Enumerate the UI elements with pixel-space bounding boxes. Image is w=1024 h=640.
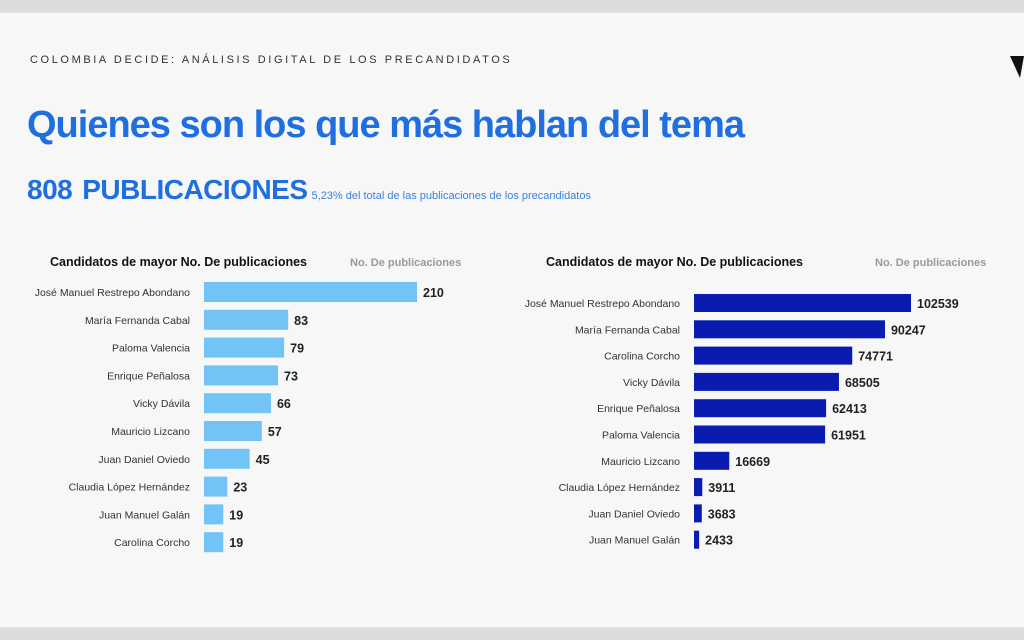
data-label: 19 [229,536,243,550]
category-label: Juan Daniel Oviedo [588,508,680,520]
bar [204,337,285,358]
data-label: 62413 [832,402,867,416]
category-label: Claudia López Hernández [559,482,680,494]
data-label: 57 [268,425,282,439]
data-label: 68505 [845,376,880,390]
category-label: Vicky Dávila [133,398,190,410]
category-label: Mauricio Lizcano [601,456,680,468]
page-title: Quienes son los que más hablan del tema [27,104,745,146]
data-label: 3683 [708,507,736,521]
data-label: 74771 [858,350,893,364]
chart-title: Candidatos de mayor No. De publicaciones [50,255,307,269]
kicker: COLOMBIA DECIDE: ANÁLISIS DIGITAL DE LOS… [30,54,513,66]
category-label: Carolina Corcho [604,351,680,363]
data-label: 2433 [705,534,733,548]
bar [694,425,826,444]
bar [204,504,224,525]
summary-label: PUBLICACIONES [82,174,308,205]
category-label: María Fernanda Cabal [85,315,190,327]
data-label: 61951 [831,429,866,443]
data-label: 19 [229,508,243,522]
value-axis-label: No. De publicaciones [350,257,461,269]
bar [204,532,224,553]
data-label: 210 [423,286,444,300]
bar [204,421,262,441]
category-label: Vicky Dávila [623,377,680,389]
summary-note: 5,23% del total de las publicaciones de … [311,190,591,202]
bar [694,320,885,339]
bar [694,530,700,549]
category-label: Mauricio Lizcano [111,426,190,438]
category-label: José Manuel Restrepo Abondano [525,298,680,310]
bar [204,309,289,330]
data-label: 79 [290,342,304,356]
data-label: 3911 [708,481,735,495]
category-label: Paloma Valencia [112,343,190,355]
category-label: Juan Manuel Galán [589,535,680,547]
data-label: 45 [256,453,270,467]
bar [204,448,250,469]
summary: 808 PUBLICACIONES 5,23% del total de las p… [27,174,591,206]
category-label: María Fernanda Cabal [575,324,680,336]
slide [0,12,1024,628]
data-label: 83 [294,314,308,328]
category-label: Juan Daniel Oviedo [98,454,190,466]
category-label: Juan Manuel Galán [99,509,190,521]
bar [694,504,702,523]
chart-title: Candidatos de mayor No. De publicaciones [546,255,803,269]
bar [204,365,279,386]
category-label: Paloma Valencia [602,430,680,442]
category-label: Enrique Peñalosa [107,370,190,382]
bar [694,451,730,470]
data-label: 16669 [735,455,770,469]
bar [694,372,839,391]
bar [204,393,271,414]
cursor-icon [1010,56,1024,78]
data-label: 90247 [891,323,926,337]
category-label: José Manuel Restrepo Abondano [35,287,190,299]
data-label: 73 [284,369,298,383]
bar [694,346,853,365]
data-label: 23 [233,481,247,495]
summary-count: 808 [27,174,73,205]
category-label: Enrique Peñalosa [597,403,680,415]
data-label: 102539 [917,297,959,311]
bar [694,478,703,497]
category-label: Claudia López Hernández [69,482,190,494]
bar [694,399,827,418]
bar [204,282,417,302]
value-axis-label: No. De publicaciones [875,257,986,269]
data-label: 66 [277,397,291,411]
bar [204,476,228,497]
category-label: Carolina Corcho [114,537,190,549]
bar [694,294,911,312]
